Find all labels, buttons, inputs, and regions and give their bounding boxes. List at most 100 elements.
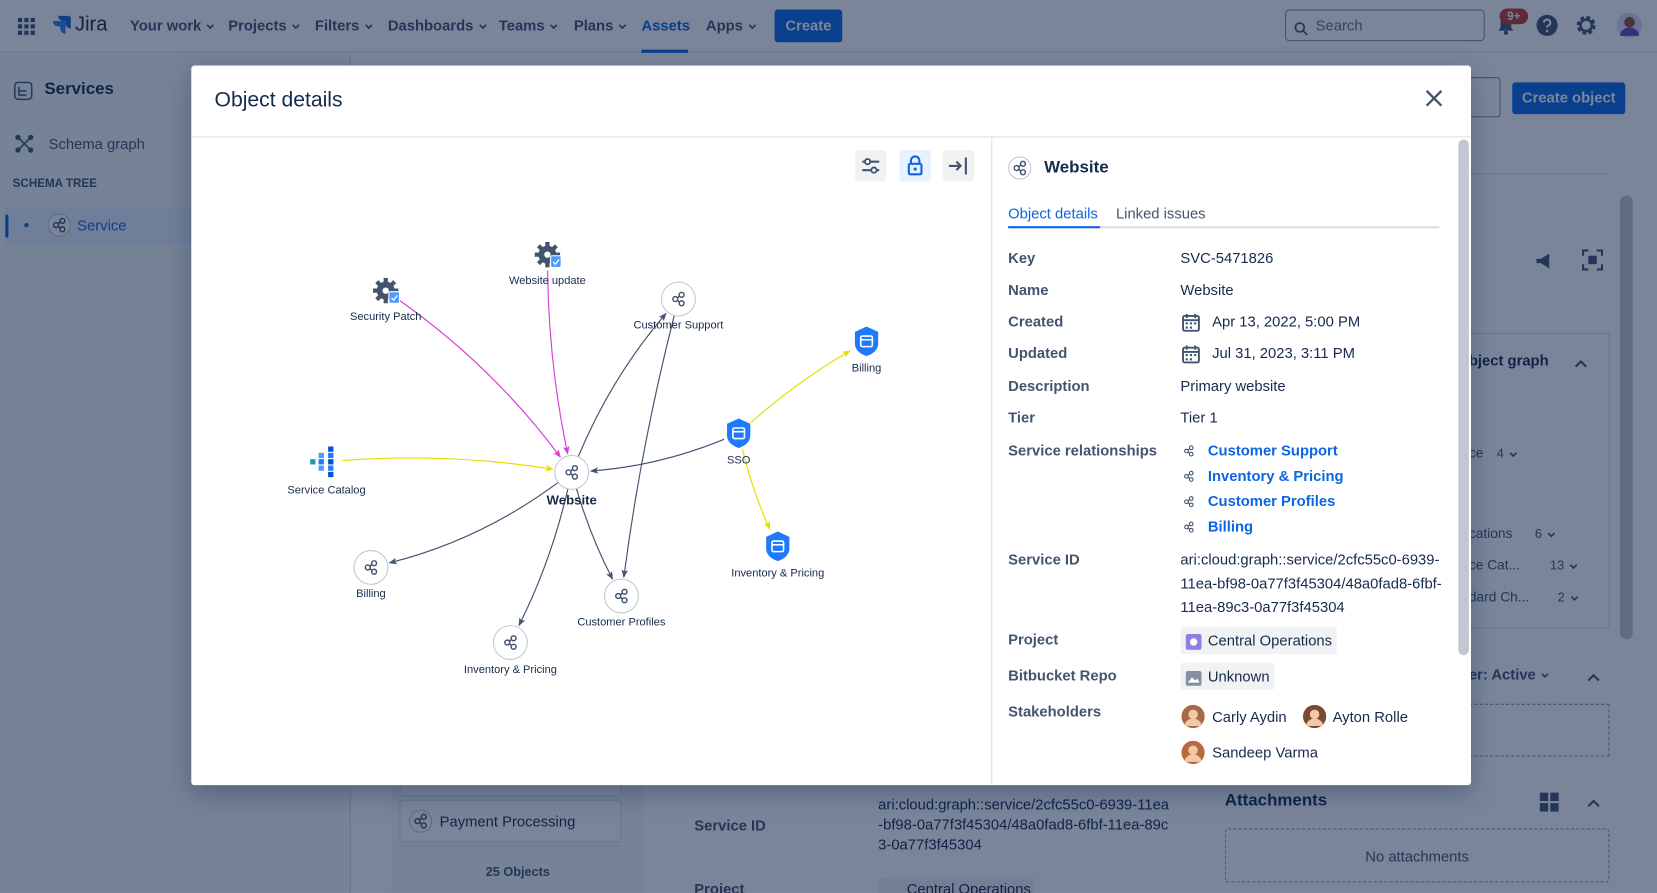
graph-node[interactable] <box>373 277 400 304</box>
icon-part <box>1013 164 1020 172</box>
icon-part <box>571 464 579 472</box>
relation-link[interactable]: Customer Support <box>1207 441 1338 459</box>
icon-part <box>1184 524 1189 530</box>
gear-doc <box>550 255 562 268</box>
repo-icon <box>1185 668 1202 687</box>
avatar <box>1302 704 1327 729</box>
catalog-block <box>328 471 334 478</box>
icon-part <box>1194 322 1197 325</box>
field-label: Name <box>1008 281 1049 299</box>
icon-part <box>1188 709 1198 720</box>
icon-part <box>1188 521 1194 527</box>
icon-part <box>1188 477 1194 483</box>
icon-part <box>1187 677 1200 683</box>
icon-part <box>1008 156 1032 180</box>
icon-part <box>369 563 373 572</box>
graph-lock-button[interactable] <box>899 150 932 182</box>
tab[interactable]: Object details <box>1008 205 1098 222</box>
icon-part <box>1189 354 1193 357</box>
details-title: Website <box>1044 158 1109 177</box>
stakeholder[interactable]: Carly Aydin <box>1212 708 1287 725</box>
relation-link[interactable]: Inventory & Pricing <box>1207 467 1344 484</box>
field-label: Description <box>1008 377 1090 395</box>
icon-part <box>621 588 628 595</box>
node-label: SSO <box>727 455 751 467</box>
icon-part <box>1185 671 1202 687</box>
stakeholder[interactable]: Ayton Rolle <box>1332 708 1408 725</box>
node-icon <box>615 588 628 604</box>
graph-node[interactable] <box>727 418 751 449</box>
icon-part <box>678 291 685 299</box>
icon-part <box>1185 326 1188 329</box>
stakeholder[interactable]: Sandeep Varma <box>1212 743 1318 761</box>
graph-filter-button[interactable] <box>854 150 887 182</box>
field-value: Unknown <box>1207 667 1270 685</box>
field-label: Bitbucket Repo <box>1008 666 1117 684</box>
tab[interactable]: Linked issues <box>1115 205 1206 222</box>
icon-part <box>1302 704 1327 729</box>
graph-node[interactable] <box>661 281 696 317</box>
close-button[interactable] <box>1423 88 1444 109</box>
graph-panel-button[interactable] <box>942 150 975 182</box>
icon-part <box>1188 528 1194 533</box>
field-value: SVC-5471826 <box>1180 249 1274 267</box>
icon-part <box>1013 160 1027 176</box>
project-icon <box>1185 631 1202 650</box>
graph-node[interactable] <box>766 531 790 562</box>
node-label: Website <box>547 492 597 507</box>
node-label: Inventory & Pricing <box>464 664 557 676</box>
icon-part <box>510 643 517 650</box>
relation-link[interactable]: Billing <box>1207 517 1254 535</box>
graph-edge <box>575 487 614 580</box>
field-value: ari:cloud:graph::service/2cfc55c0-6939-1… <box>1180 550 1442 616</box>
node-circle <box>554 454 590 490</box>
graph-node[interactable] <box>854 326 879 357</box>
catalog-block <box>328 446 334 452</box>
relation-link[interactable]: Customer Profiles <box>1207 492 1336 510</box>
icon-part <box>913 167 917 171</box>
graph-node[interactable] <box>534 241 562 268</box>
icon-part <box>1182 314 1200 333</box>
graph-node[interactable] <box>492 625 528 660</box>
catalog-block <box>310 459 316 465</box>
icon-part <box>508 638 512 647</box>
icon-part <box>1425 90 1443 107</box>
relation-icon <box>1183 492 1198 509</box>
tab-line <box>1008 226 1440 229</box>
graph-node[interactable] <box>353 550 389 585</box>
catalog-block <box>328 459 334 465</box>
icon-part <box>1018 164 1022 172</box>
graph-edge <box>750 350 851 424</box>
node-label: Website update <box>509 275 586 287</box>
icon-part <box>1194 354 1197 357</box>
icon-part <box>1188 471 1194 476</box>
icon-part <box>1185 354 1197 361</box>
node-label: Inventory & Pricing <box>731 568 824 580</box>
icon-part <box>1182 345 1200 364</box>
icon-part <box>1306 718 1324 726</box>
node-label: Billing <box>852 363 882 375</box>
icon-part <box>1187 473 1191 480</box>
icon-part <box>854 150 887 182</box>
tab-active-line <box>1008 226 1101 229</box>
field-value: Central Operations <box>1207 631 1333 649</box>
icon-part <box>672 295 679 303</box>
graph-node[interactable] <box>603 578 639 614</box>
icon-part <box>1184 474 1189 480</box>
gear-check <box>391 294 398 302</box>
graph-edge <box>518 487 569 627</box>
field-value: Tier 1 <box>1180 408 1218 426</box>
calendar-icon <box>1181 312 1200 333</box>
project-chip[interactable] <box>1180 626 1337 655</box>
shield-inner <box>732 427 746 440</box>
node-label: Customer Profiles <box>577 616 665 628</box>
graph-edge <box>577 312 667 458</box>
graph-node[interactable] <box>554 454 590 490</box>
icon-part <box>899 150 932 182</box>
gear-tooth <box>545 261 550 268</box>
graph-node[interactable] <box>310 446 334 478</box>
shield-inner <box>771 540 785 553</box>
object-graph: Security Patch Website update Customer Sup… <box>287 241 882 676</box>
icon-part <box>621 597 628 604</box>
icon-part <box>678 300 685 307</box>
